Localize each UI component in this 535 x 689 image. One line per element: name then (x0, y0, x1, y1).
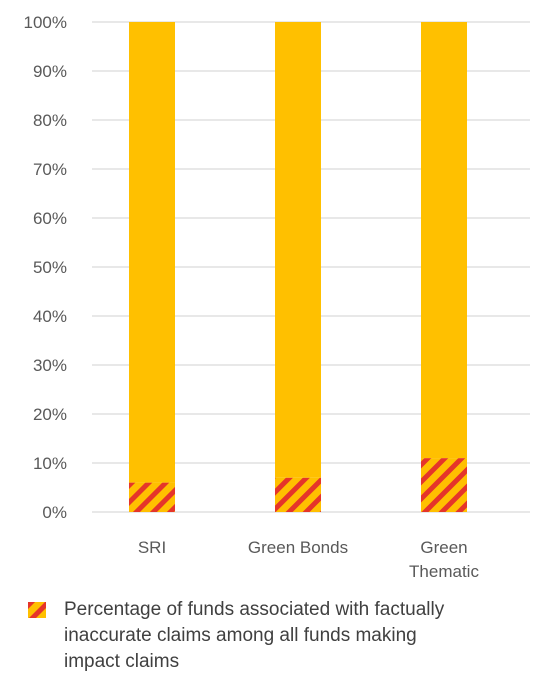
bars (129, 22, 467, 512)
y-axis-ticks: 0% 10% 20% 30% 40% 50% 60% 70% 80% 90% 100% (24, 13, 67, 522)
bar-segment-inaccurate-claims (129, 482, 175, 512)
legend-label: Percentage of funds associated with fact… (64, 599, 445, 672)
y-tick-label: 30% (33, 356, 67, 375)
y-tick-label: 90% (33, 62, 67, 81)
y-tick-label: 70% (33, 160, 67, 179)
bar-segment-inaccurate-claims (275, 477, 321, 512)
bar-segment-inaccurate-claims (421, 458, 467, 512)
bar-segment-remainder (421, 22, 467, 459)
x-tick-label: Green (420, 538, 467, 557)
y-tick-label: 60% (33, 209, 67, 228)
legend-swatch (28, 602, 46, 618)
y-tick-label: 10% (33, 454, 67, 473)
x-tick-label: SRI (138, 538, 166, 557)
y-tick-label: 0% (42, 503, 67, 522)
x-tick-label: Green Bonds (248, 538, 348, 557)
bar-segment-remainder (275, 22, 321, 478)
y-tick-label: 100% (24, 13, 67, 32)
bar-segment-remainder (129, 22, 175, 483)
x-tick-label: Thematic (409, 562, 479, 581)
y-tick-label: 50% (33, 258, 67, 277)
y-tick-label: 20% (33, 405, 67, 424)
y-tick-label: 40% (33, 307, 67, 326)
x-axis-ticks: SRI Green Bonds Green Thematic (138, 538, 480, 581)
y-tick-label: 80% (33, 111, 67, 130)
